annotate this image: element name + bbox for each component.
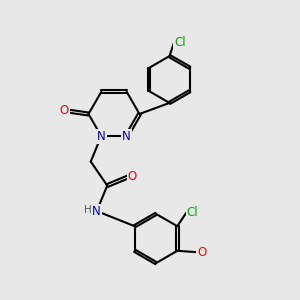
Text: O: O xyxy=(60,104,69,118)
Text: O: O xyxy=(197,246,206,259)
Text: N: N xyxy=(92,205,101,218)
Text: Cl: Cl xyxy=(174,36,186,49)
Text: H: H xyxy=(85,205,92,214)
Text: Cl: Cl xyxy=(187,206,198,219)
Text: O: O xyxy=(128,170,137,183)
Text: N: N xyxy=(97,130,106,142)
Text: N: N xyxy=(122,130,131,142)
